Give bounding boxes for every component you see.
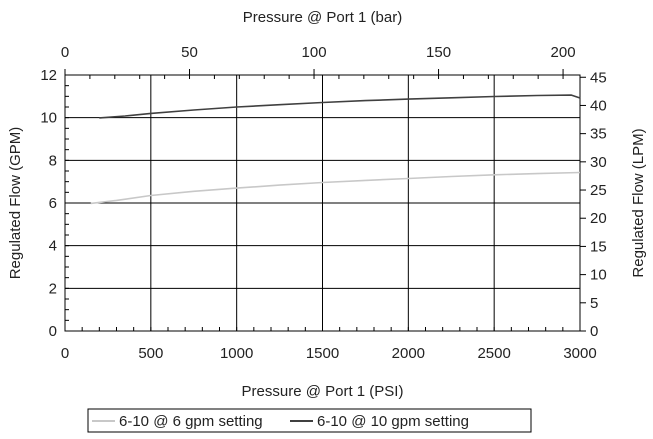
y2-tick-label: 40 [590,97,607,114]
y-tick-label: 10 [40,110,57,127]
bottom-x-axis-title: Pressure @ Port 1 (PSI) [242,383,404,400]
y-tick-label: 2 [49,280,57,297]
y-tick-label: 6 [49,195,57,212]
y2-tick-label: 30 [590,154,607,171]
y2-tick-label: 35 [590,126,607,143]
y-tick-label: 12 [40,67,57,84]
y2-tick-label: 20 [590,210,607,227]
y-tick-label: 8 [49,152,57,169]
y2-tick-label: 10 [590,267,607,284]
legend: 6-10 @ 6 gpm setting 6-10 @ 10 gpm setti… [87,408,532,433]
x2-tick-label: 200 [551,44,576,61]
y-tick-label: 0 [49,323,57,340]
minor-ticks [64,69,586,332]
left-y-axis-title: Regulated Flow (GPM) [7,127,24,280]
plot-frame [64,74,581,332]
x-tick-label: 1000 [220,345,253,362]
x2-tick-label: 150 [426,44,451,61]
x2-tick-label: 100 [302,44,327,61]
y2-tick-label: 0 [590,323,598,340]
x-tick-label: 2500 [477,345,510,362]
y-tick-label: 4 [49,238,57,255]
y2-tick-label: 45 [590,69,607,86]
right-y-axis-title: Regulated Flow (LPM) [630,128,647,277]
y2-tick-label: 25 [590,182,607,199]
series-layer [90,94,581,205]
x-tick-label: 0 [61,345,69,362]
y2-tick-label: 15 [590,238,607,255]
series-line-0 [90,171,581,205]
grid-lines [65,75,580,331]
top-x-axis-title: Pressure @ Port 1 (bar) [243,9,402,26]
legend-label-6gpm: 6-10 @ 6 gpm setting [119,413,263,430]
legend-label-10gpm: 6-10 @ 10 gpm setting [317,413,469,430]
x-tick-label: 3000 [563,345,596,362]
series-line-1 [99,94,581,119]
x-tick-label: 2000 [392,345,425,362]
x2-tick-label: 0 [61,44,69,61]
x2-tick-label: 50 [181,44,198,61]
x-tick-label: 500 [138,345,163,362]
x-tick-label: 1500 [306,345,339,362]
y2-tick-label: 5 [590,295,598,312]
